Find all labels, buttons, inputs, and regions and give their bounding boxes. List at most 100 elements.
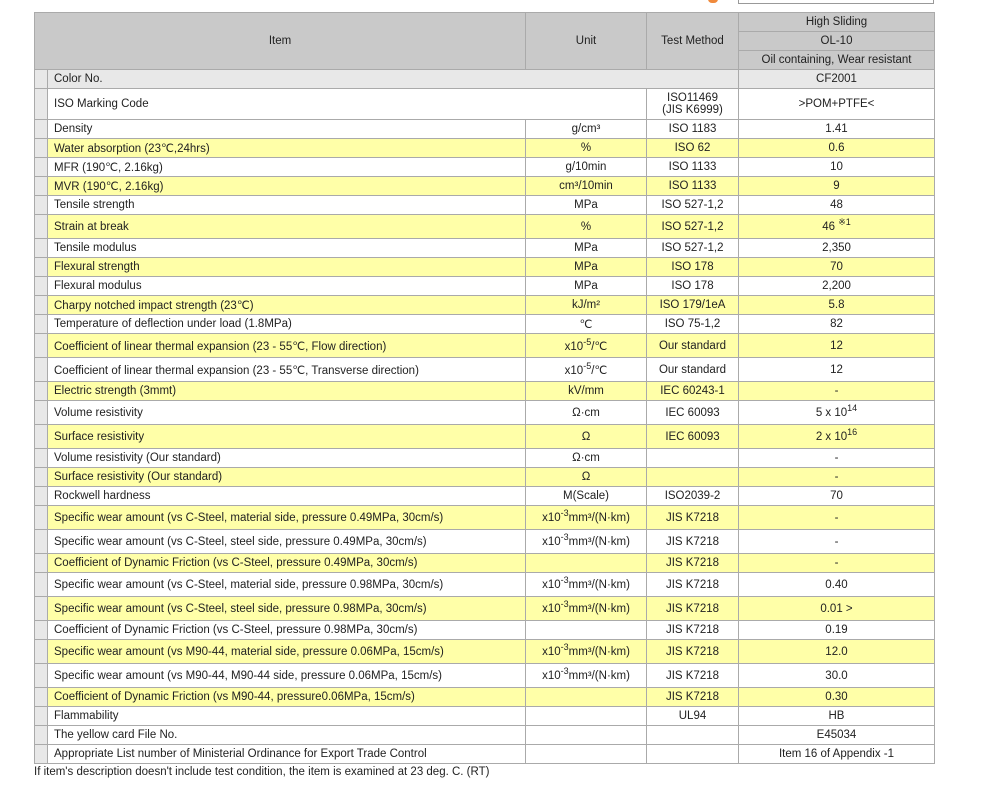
- value-cell: 30.0: [738, 663, 935, 688]
- row-marker: [34, 687, 48, 707]
- unit-text: g/10min: [565, 161, 607, 173]
- value-text: 2,350: [822, 242, 851, 254]
- unit-suffix: mm³/(N·km): [568, 602, 630, 615]
- unit-text: x10: [564, 340, 584, 353]
- value-superscript: 14: [847, 402, 858, 413]
- value-text: 9: [833, 180, 840, 192]
- test-method-cell: [646, 744, 739, 764]
- unit-text: x10: [564, 364, 584, 377]
- color-no-label: Color No.: [47, 69, 739, 89]
- value-text: 0.40: [825, 578, 848, 591]
- unit-text: M(Scale): [562, 490, 609, 502]
- table-row: Coefficient of Dynamic Friction (vs M90-…: [34, 687, 935, 707]
- unit-cell: MPa: [525, 276, 647, 296]
- table-row: Flexural strength MPa ISO 178 70: [34, 257, 935, 277]
- value-cell: 70: [738, 486, 935, 506]
- value-cell: 2,350: [738, 238, 935, 258]
- iso-marking-value: >POM+PTFE<: [738, 88, 935, 120]
- row-marker: [34, 295, 48, 315]
- item-cell: Density: [47, 119, 526, 139]
- table-row: Coefficient of linear thermal expansion …: [34, 357, 935, 382]
- table-row: Specific wear amount (vs C-Steel, steel …: [34, 529, 935, 554]
- test-method-cell: JIS K7218: [646, 620, 739, 640]
- row-marker: [34, 381, 48, 401]
- value-text: 46: [822, 220, 839, 233]
- unit-exponent: -3: [560, 598, 569, 609]
- test-method-cell: Our standard: [646, 357, 739, 382]
- unit-cell: kV/mm: [525, 381, 647, 401]
- test-method-cell: ISO 1133: [646, 176, 739, 196]
- table-row: MVR (190℃, 2.16kg) cm³/10min ISO 1133 9: [34, 176, 935, 196]
- value-cell: -: [738, 448, 935, 468]
- test-method-cell: ISO 1183: [646, 119, 739, 139]
- item-cell: Appropriate List number of Ministerial O…: [47, 744, 526, 764]
- table-row: Specific wear amount (vs C-Steel, steel …: [34, 596, 935, 621]
- item-cell: MVR (190℃, 2.16kg): [47, 176, 526, 196]
- item-cell: Coefficient of linear thermal expansion …: [47, 357, 526, 382]
- unit-cell: %: [525, 214, 647, 239]
- item-cell: Charpy notched impact strength (23℃): [47, 295, 526, 315]
- header-grade: OL-10: [738, 31, 935, 51]
- header-item: Item: [34, 12, 526, 70]
- unit-text: MPa: [574, 199, 598, 211]
- item-cell: Strain at break: [47, 214, 526, 239]
- unit-cell: M(Scale): [525, 486, 647, 506]
- row-marker: [34, 505, 48, 530]
- value-cell: -: [738, 467, 935, 487]
- item-cell: Volume resistivity (Our standard): [47, 448, 526, 468]
- item-cell: Specific wear amount (vs C-Steel, steel …: [47, 596, 526, 621]
- table-row: Temperature of deflection under load (1.…: [34, 314, 935, 334]
- unit-text: Ω: [581, 430, 591, 443]
- unit-suffix: mm³/(N·km): [568, 535, 630, 548]
- value-text: 12: [830, 339, 843, 352]
- value-text: 30.0: [825, 669, 848, 682]
- row-marker: [34, 467, 48, 487]
- table-row: Surface resistivity Ω IEC 60093 2 x 1016: [34, 424, 935, 449]
- row-marker: [34, 176, 48, 196]
- value-text: 2,200: [822, 280, 851, 292]
- unit-cell: Ω·cm: [525, 448, 647, 468]
- value-cell: Item 16 of Appendix -1: [738, 744, 935, 764]
- value-text: -: [834, 385, 839, 397]
- row-marker: [34, 725, 48, 745]
- item-cell: Water absorption (23℃,24hrs): [47, 138, 526, 158]
- unit-text: kJ/m²: [571, 299, 601, 311]
- table-row: Specific wear amount (vs M90-44, materia…: [34, 639, 935, 664]
- item-cell: Tensile modulus: [47, 238, 526, 258]
- test-method-cell: IEC 60093: [646, 400, 739, 425]
- item-cell: Electric strength (3mmt): [47, 381, 526, 401]
- table-row: Strain at break% ISO 527-1,2 46 ※1: [34, 214, 935, 239]
- table-row: Volume resistivity Ω·cm IEC 60093 5 x 1014: [34, 400, 935, 425]
- search-input[interactable]: [738, 0, 934, 4]
- row-marker: [34, 157, 48, 177]
- unit-suffix: mm³/(N·km): [568, 669, 630, 682]
- properties-table: Item Unit Test Method High Sliding OL-10…: [34, 12, 935, 764]
- unit-cell: x10-3mm³/(N·km): [525, 639, 647, 664]
- orange-icon: [708, 0, 718, 3]
- item-cell: Coefficient of Dynamic Friction (vs M90-…: [47, 687, 526, 707]
- unit-text: MPa: [574, 280, 598, 292]
- row-marker: [34, 639, 48, 664]
- test-method-cell: ISO2039-2: [646, 486, 739, 506]
- unit-exponent: -3: [560, 531, 569, 542]
- value-text: 5 x 10: [815, 406, 848, 419]
- value-cell: 0.30: [738, 687, 935, 707]
- value-text: 82: [830, 318, 843, 330]
- test-method-cell: IEC 60093: [646, 424, 739, 449]
- test-method-cell: ISO 179/1eA: [646, 295, 739, 315]
- value-text: -: [834, 511, 839, 524]
- unit-suffix: mm³/(N·km): [568, 578, 630, 591]
- unit-exponent: -3: [560, 507, 569, 518]
- test-method-cell: ISO 62: [646, 138, 739, 158]
- unit-cell: MPa: [525, 195, 647, 215]
- unit-text: x10: [542, 602, 561, 615]
- test-method-cell: ISO 178: [646, 257, 739, 277]
- unit-suffix: mm³/(N·km): [568, 511, 630, 524]
- table-row: Tensile strength MPa ISO 527-1,2 48: [34, 195, 935, 215]
- item-cell: Temperature of deflection under load (1.…: [47, 314, 526, 334]
- row-marker: [34, 195, 48, 215]
- iso-marking-label: ISO Marking Code: [47, 88, 647, 120]
- row-marker: [34, 448, 48, 468]
- item-cell: Specific wear amount (vs M90-44, materia…: [47, 639, 526, 664]
- unit-cell: Ω: [525, 424, 647, 449]
